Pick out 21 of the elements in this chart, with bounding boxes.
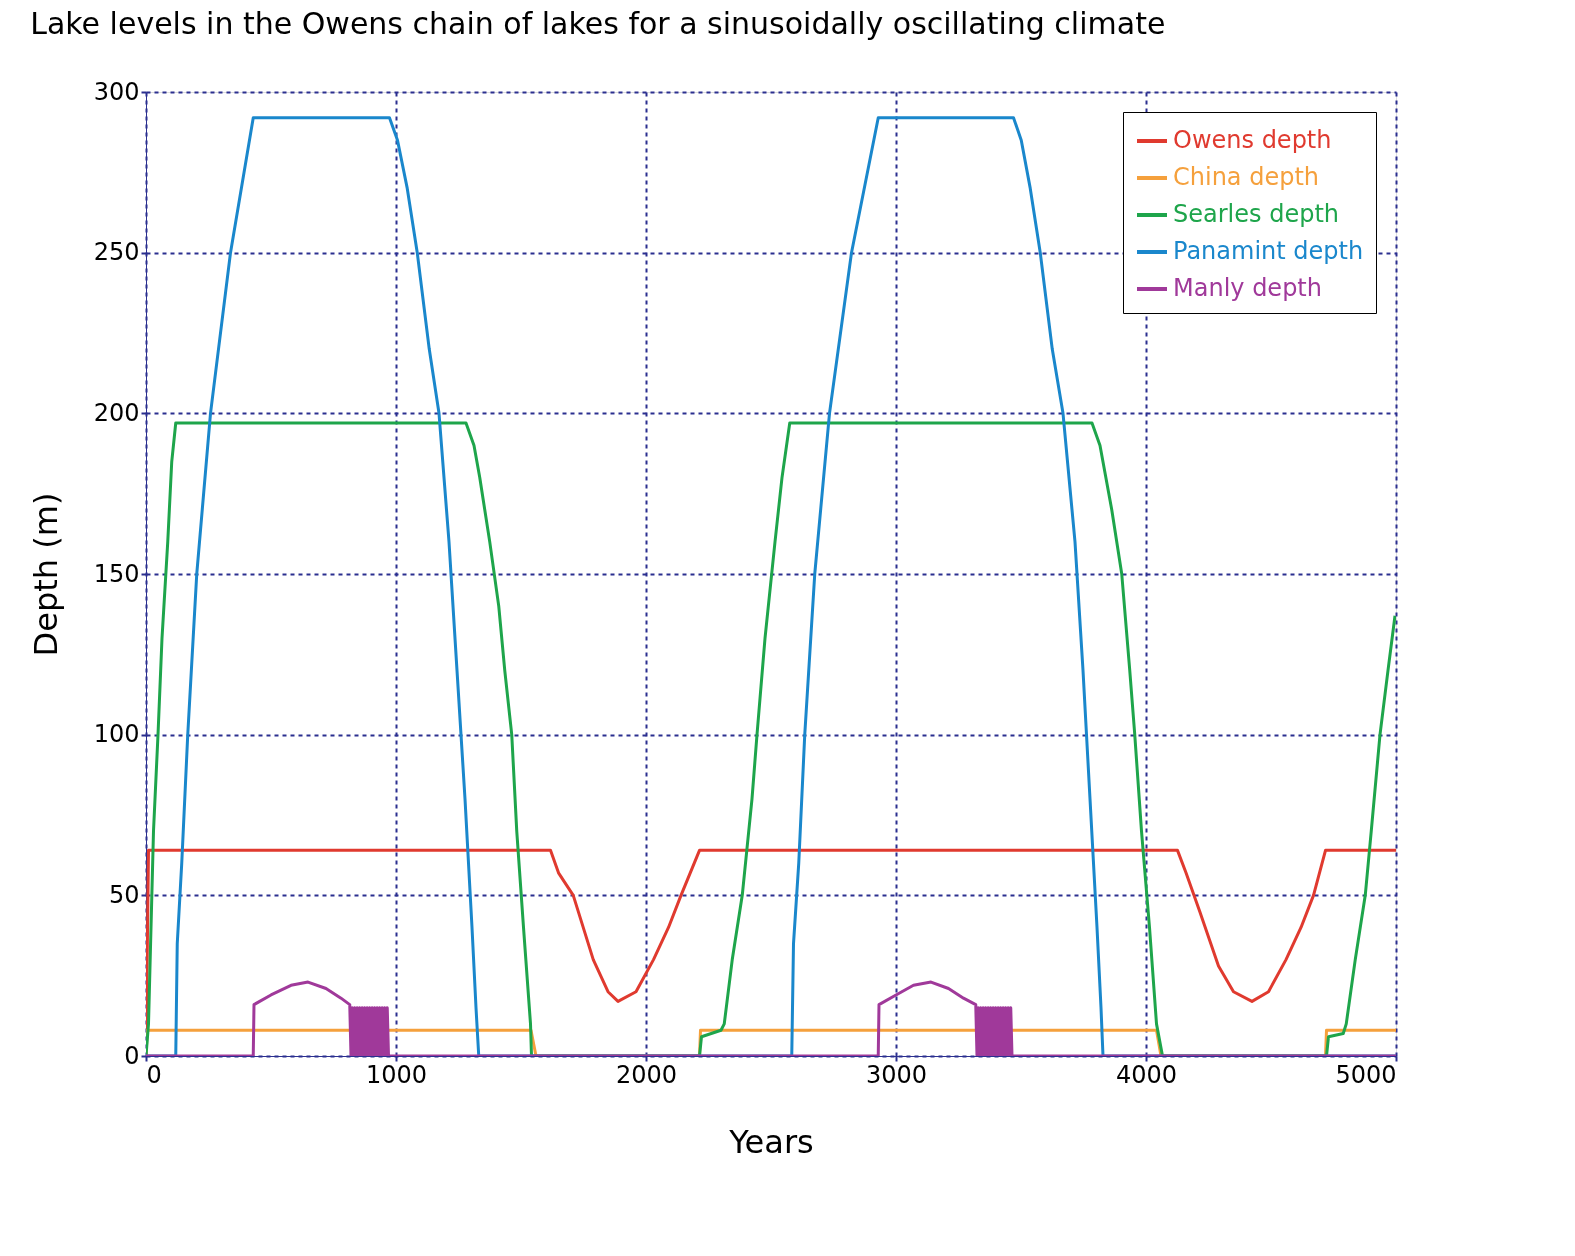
y-tick-label: 250 bbox=[93, 238, 140, 267]
chart-title: Lake levels in the Owens chain of lakes for a sinusoidally oscillating climate bbox=[30, 6, 1166, 41]
y-axis-title: Depth (m) bbox=[26, 492, 65, 657]
x-tick-label: 2000 bbox=[615, 1060, 678, 1089]
x-tick-label: 3000 bbox=[865, 1060, 928, 1089]
y-tick-label: 50 bbox=[108, 880, 140, 909]
y-tick-label: 200 bbox=[93, 398, 140, 427]
legend-label: Owens depth bbox=[1173, 126, 1332, 154]
y-tick-label: 300 bbox=[93, 77, 140, 106]
legend-label: Panamint depth bbox=[1173, 237, 1364, 265]
y-tick-label: 0 bbox=[124, 1041, 140, 1070]
x-axis-title: Years bbox=[728, 1122, 814, 1161]
y-tick-label: 150 bbox=[93, 559, 140, 588]
legend-label: Searles depth bbox=[1173, 200, 1339, 228]
x-tick-label: 1000 bbox=[365, 1060, 428, 1089]
legend-label: China depth bbox=[1173, 163, 1320, 191]
x-tick-label: 5000 bbox=[1335, 1060, 1397, 1089]
x-tick-label: 4000 bbox=[1115, 1060, 1178, 1089]
x-tick-label: 0 bbox=[146, 1060, 162, 1089]
legend-label: Manly depth bbox=[1173, 274, 1322, 302]
y-tick-label: 100 bbox=[93, 720, 140, 749]
